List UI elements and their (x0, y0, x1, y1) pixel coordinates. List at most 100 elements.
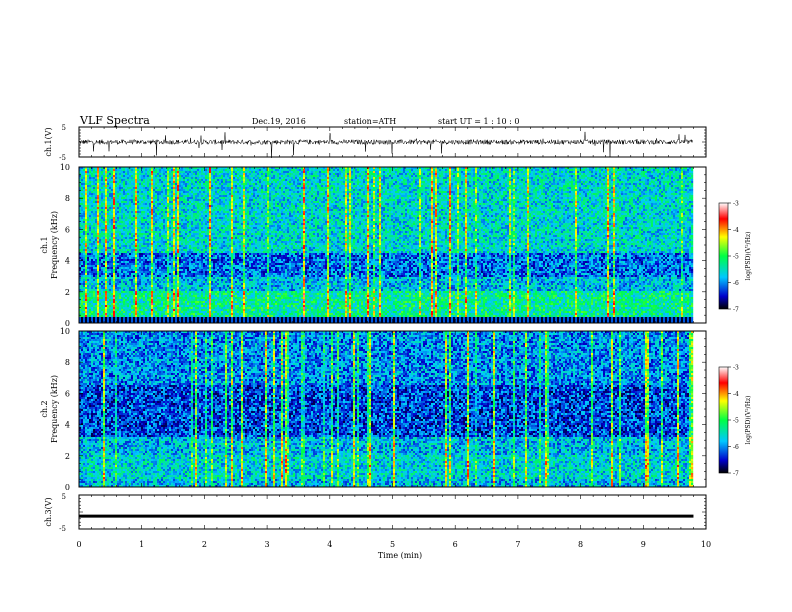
spectrogram-cell (83, 167, 86, 170)
spectrogram-cell (195, 167, 198, 170)
spectrogram-cell (659, 187, 662, 190)
spectrogram-cell (609, 171, 612, 174)
spectrogram-cell (207, 183, 210, 186)
spectrogram-cell (419, 167, 422, 170)
spectrogram-cell (375, 169, 378, 172)
spectrogram-cell (685, 193, 688, 196)
spectrogram-cell (329, 169, 332, 172)
spectrogram-cell (425, 169, 428, 172)
spectrogram-cell (231, 167, 234, 170)
spectrogram-cell (97, 171, 100, 174)
spectrogram-cell (609, 193, 612, 196)
spectrogram-cell (615, 175, 618, 178)
spectrogram-cell (245, 189, 248, 192)
spectrogram-cell (311, 187, 314, 190)
spectrogram-cell (327, 179, 330, 182)
spectrogram-cell (425, 175, 428, 178)
spectrogram-cell (87, 197, 90, 200)
spectrogram-cell (91, 187, 94, 190)
spectrogram-cell (659, 181, 662, 184)
spectrogram-cell (687, 169, 690, 172)
spectrogram-cell (247, 171, 250, 174)
spectrogram-cell (687, 189, 690, 192)
spectrogram-cell (103, 171, 106, 174)
spectrogram-cell (287, 173, 290, 176)
spectrogram-cell (545, 173, 548, 176)
spectrogram-cell (81, 183, 84, 186)
spectrogram-cell (329, 193, 332, 196)
spectrogram-cell (129, 181, 132, 184)
spectrogram-cell (611, 169, 614, 172)
spectrogram-cell (333, 173, 336, 176)
spectrogram-cell (597, 171, 600, 174)
spectrogram-cell (545, 197, 548, 200)
spectrogram-cell (81, 187, 84, 190)
spectrogram-cell (351, 173, 354, 176)
spectrogram-cell (595, 177, 598, 180)
spectrogram-cell (533, 191, 536, 194)
spectrogram-cell (391, 181, 394, 184)
spectrogram-cell (537, 183, 540, 186)
spectrogram-cell (177, 195, 180, 198)
spectrogram-cell (449, 185, 452, 188)
spectrogram-cell (247, 175, 250, 178)
spectrogram-cell (293, 181, 296, 184)
spectrogram-cell (639, 175, 642, 178)
spectrogram-cell (427, 177, 430, 180)
spectrogram-cell (431, 195, 434, 198)
spectrogram-cell (439, 197, 442, 200)
spectrogram-cell (497, 191, 500, 194)
spectrogram-cell (171, 195, 174, 198)
spectrogram-cell (431, 179, 434, 182)
spectrogram-cell (119, 171, 122, 174)
spectrogram-cell (353, 191, 356, 194)
spectrogram-cell (465, 191, 468, 194)
spectrogram-cell (505, 171, 508, 174)
spectrogram-cell (169, 195, 172, 198)
spectrogram-cell (541, 171, 544, 174)
spectrogram-cell (183, 173, 186, 176)
spectrogram-cell (201, 167, 204, 170)
spectrogram-cell (395, 173, 398, 176)
spectrogram-cell (345, 177, 348, 180)
spectrogram-cell (421, 185, 424, 188)
spectrogram-cell (613, 183, 616, 186)
spectrogram-cell (127, 189, 130, 192)
spectrogram-cell (313, 195, 316, 198)
spectrogram-cell (505, 197, 508, 200)
spectrogram-cell (539, 187, 542, 190)
spectrogram-cell (685, 175, 688, 178)
spectrogram-cell (131, 185, 134, 188)
spectrogram-cell (225, 173, 228, 176)
spectrogram-cell (477, 171, 480, 174)
spectrogram-cell (227, 195, 230, 198)
spectrogram-cell (551, 193, 554, 196)
spectrogram-cell (447, 177, 450, 180)
spectrogram-cell (487, 177, 490, 180)
spectrogram-cell (189, 175, 192, 178)
spectrogram-cell (545, 181, 548, 184)
spectrogram-cell (459, 189, 462, 192)
spectrogram-cell (249, 193, 252, 196)
spectrogram-cell (569, 169, 572, 172)
spectrogram-cell (159, 171, 162, 174)
spectrogram-cell (433, 171, 436, 174)
spectrogram-cell (175, 187, 178, 190)
spectrogram-cell (133, 179, 136, 182)
spectrogram-cell (233, 179, 236, 182)
spectrogram-cell (479, 195, 482, 198)
spectrogram-cell (571, 167, 574, 170)
spectrogram-cell (687, 181, 690, 184)
spectrogram-cell (235, 183, 238, 186)
spectrogram-cell (589, 173, 592, 176)
spectrogram-cell (597, 173, 600, 176)
spectrogram-cell (207, 181, 210, 184)
spectrogram-cell (411, 183, 414, 186)
spectrogram-cell (359, 177, 362, 180)
spectrogram-cell (205, 171, 208, 174)
spectrogram-cell (485, 173, 488, 176)
spectrogram-cell (639, 169, 642, 172)
spectrogram-cell (579, 171, 582, 174)
spectrogram-cell (289, 175, 292, 178)
spectrogram-cell (537, 181, 540, 184)
